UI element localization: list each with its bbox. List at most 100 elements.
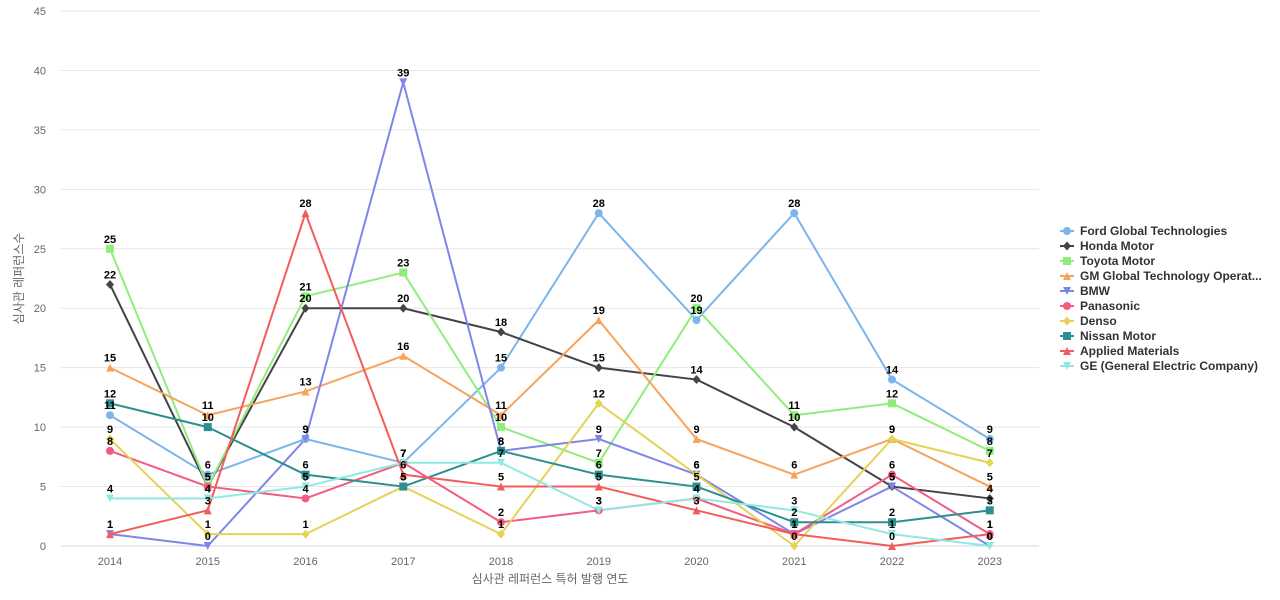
data-label: 15 xyxy=(104,353,116,365)
data-point xyxy=(692,304,701,313)
x-tick-label: 2022 xyxy=(880,556,904,568)
data-label: 7 xyxy=(596,448,602,460)
data-point xyxy=(497,518,505,527)
legend-item[interactable]: Denso xyxy=(1060,314,1117,328)
data-label: 9 xyxy=(596,424,602,436)
data-label: 14 xyxy=(690,365,703,377)
data-label: 5 xyxy=(987,472,993,484)
data-point xyxy=(594,209,603,218)
data-label: 5 xyxy=(693,472,699,484)
grid-lines xyxy=(61,10,1039,547)
data-label: 3 xyxy=(596,495,602,507)
data-point xyxy=(497,423,505,432)
x-tick-label: 2014 xyxy=(98,556,122,568)
legend-label: Toyota Motor xyxy=(1080,254,1155,268)
legend-marker xyxy=(1063,316,1071,326)
data-label: 11 xyxy=(788,400,800,412)
data-label: 28 xyxy=(593,198,605,210)
data-point xyxy=(203,506,212,515)
data-label: 15 xyxy=(495,353,507,365)
data-point xyxy=(985,542,994,550)
y-tick-label: 40 xyxy=(34,65,46,77)
data-point xyxy=(790,470,799,479)
data-label: 5 xyxy=(889,472,895,484)
series-line xyxy=(109,212,991,476)
data-point xyxy=(985,493,994,503)
y-tick-label: 25 xyxy=(34,244,46,256)
y-tick-label: 0 xyxy=(40,541,46,553)
data-point xyxy=(399,303,408,313)
y-axis-title: 심사관 레퍼런스수 xyxy=(12,233,26,325)
data-label: 5 xyxy=(400,472,406,484)
data-label: 8 xyxy=(498,436,504,448)
legend-item[interactable]: GE (General Electric Company) xyxy=(1060,359,1258,373)
data-label: 12 xyxy=(886,388,898,400)
data-label: 4 xyxy=(987,483,994,495)
data-label: 5 xyxy=(205,472,211,484)
data-label: 5 xyxy=(596,472,602,484)
legend-item[interactable]: Toyota Motor xyxy=(1060,254,1155,268)
data-label: 0 xyxy=(205,531,211,543)
legend-item[interactable]: Ford Global Technologies xyxy=(1060,224,1227,238)
data-label: 22 xyxy=(104,269,116,281)
legend-marker xyxy=(1063,241,1071,251)
data-point xyxy=(790,422,799,432)
data-label: 7 xyxy=(400,448,406,460)
data-label: 1 xyxy=(791,519,797,531)
data-point xyxy=(790,518,799,527)
legend-item[interactable]: Panasonic xyxy=(1060,299,1140,313)
data-label: 1 xyxy=(107,519,113,531)
data-label: 10 xyxy=(202,412,214,424)
data-label: 9 xyxy=(987,424,993,436)
legend-item[interactable]: BMW xyxy=(1060,284,1111,298)
data-label: 16 xyxy=(397,341,409,353)
x-tick-label: 2017 xyxy=(391,556,415,568)
legend-label: Panasonic xyxy=(1080,299,1140,313)
x-tick-label: 2021 xyxy=(782,556,806,568)
data-point xyxy=(497,482,505,491)
data-label: 8 xyxy=(987,436,993,448)
data-point xyxy=(692,435,701,443)
data-label: 7 xyxy=(987,448,993,460)
data-point xyxy=(106,279,114,289)
data-label: 1 xyxy=(498,519,504,531)
legend-label: BMW xyxy=(1080,284,1111,298)
data-label: 28 xyxy=(788,198,800,210)
data-label: 19 xyxy=(593,305,605,317)
legend-marker xyxy=(1063,257,1071,265)
legend-item[interactable]: Applied Materials xyxy=(1060,344,1180,358)
x-tick-label: 2023 xyxy=(978,556,1002,568)
data-label: 6 xyxy=(596,460,602,472)
data-label: 9 xyxy=(302,424,308,436)
data-point xyxy=(106,411,114,420)
data-point xyxy=(301,435,310,443)
data-label: 8 xyxy=(498,436,504,448)
data-point xyxy=(790,411,799,420)
legend-label: GE (General Electric Company) xyxy=(1080,359,1258,373)
legend-label: Nissan Motor xyxy=(1080,329,1156,343)
data-point xyxy=(692,470,701,480)
data-label: 10 xyxy=(788,412,800,424)
data-label: 1 xyxy=(987,519,993,531)
data-label: 6 xyxy=(791,460,797,472)
data-point xyxy=(790,506,799,515)
data-point xyxy=(497,458,505,467)
legend-item[interactable]: GM Global Technology Operat... xyxy=(1060,269,1262,283)
data-label: 6 xyxy=(693,460,699,472)
legend-marker xyxy=(1063,302,1071,310)
legend-marker xyxy=(1063,227,1071,235)
legend-item[interactable]: Nissan Motor xyxy=(1060,329,1156,343)
data-label: 18 xyxy=(495,317,507,329)
data-point xyxy=(203,494,212,503)
data-point xyxy=(106,434,114,444)
data-point xyxy=(497,327,505,337)
data-label: 10 xyxy=(495,412,507,424)
data-point xyxy=(106,446,114,455)
data-point xyxy=(692,506,701,515)
data-label: 11 xyxy=(202,400,214,412)
data-point xyxy=(106,494,114,503)
data-label: 4 xyxy=(107,483,114,495)
legend-item[interactable]: Honda Motor xyxy=(1060,239,1154,253)
legend-marker xyxy=(1063,332,1071,340)
